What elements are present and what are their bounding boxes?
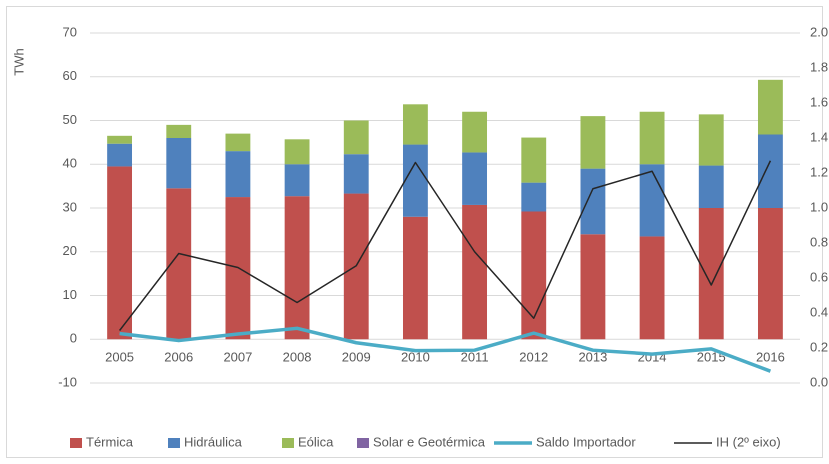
bar-segment	[166, 138, 192, 189]
legend-swatch	[70, 438, 82, 448]
x-tick-label: 2013	[578, 350, 607, 365]
bar-segment	[107, 143, 133, 167]
bar-segment	[166, 124, 192, 138]
bar-segment	[757, 134, 783, 208]
bar-segment	[343, 120, 369, 155]
bar-segment	[757, 79, 783, 135]
bar-segment	[343, 154, 369, 194]
bar-segment	[284, 196, 310, 340]
bar-segment	[462, 204, 488, 340]
y2-tick-label: 0.2	[810, 339, 828, 354]
legend-swatch	[282, 438, 294, 448]
y-axis-title: TWh	[11, 48, 26, 75]
x-tick-label: 2016	[756, 350, 785, 365]
y-tick-label: 10	[63, 287, 77, 302]
bar-segment	[639, 164, 665, 237]
x-tick-label: 2010	[401, 350, 430, 365]
y-tick-label: 20	[63, 243, 77, 258]
y-tick-label: -10	[58, 374, 77, 389]
y-tick-label: 30	[63, 199, 77, 214]
bar-segment	[284, 139, 310, 165]
bar-segment	[225, 151, 251, 198]
line-series	[118, 160, 772, 331]
y2-tick-label: 1.8	[810, 59, 828, 74]
y2-tick-label: 1.6	[810, 94, 828, 109]
bar-segment	[757, 208, 783, 340]
x-tick-label: 2012	[519, 350, 548, 365]
bar-segment	[402, 144, 428, 217]
y2-tick-label: 2.0	[810, 24, 828, 39]
y2-tick-label: 0.4	[810, 304, 828, 319]
bar-segment	[402, 216, 428, 340]
bar-segment	[639, 111, 665, 165]
x-tick-label: 2009	[342, 350, 371, 365]
bar-segment	[639, 236, 665, 340]
x-tick-label: 2008	[283, 350, 312, 365]
bar-segment	[521, 137, 547, 183]
bar-segment	[580, 116, 606, 169]
bar-segment	[580, 234, 606, 340]
legend-label: Solar e Geotérmica	[373, 434, 486, 449]
bar-segment	[107, 166, 133, 340]
bar-segment	[580, 168, 606, 235]
bar-segment	[698, 114, 724, 166]
line-series	[119, 326, 772, 373]
bar-segment	[225, 133, 251, 152]
legend-label: Térmica	[86, 434, 134, 449]
bar-segment	[107, 135, 133, 144]
y2-tick-label: 1.2	[810, 164, 828, 179]
x-tick-label: 2006	[164, 350, 193, 365]
bar-segment	[402, 104, 428, 145]
legend-label: Saldo Importador	[536, 434, 636, 449]
y2-tick-label: 1.0	[810, 199, 828, 214]
bar-segment	[698, 208, 724, 340]
y2-tick-label: 0.6	[810, 269, 828, 284]
legend-label: Hidráulica	[184, 434, 243, 449]
x-tick-label: 2005	[105, 350, 134, 365]
legend-swatch	[168, 438, 180, 448]
x-tick-label: 2011	[461, 350, 489, 365]
legend-label: Eólica	[298, 434, 334, 449]
y-tick-label: 50	[63, 112, 77, 127]
y-tick-label: 40	[63, 156, 77, 171]
y-tick-label: 0	[70, 331, 77, 346]
y2-tick-label: 1.4	[810, 129, 828, 144]
bar-segment	[284, 164, 310, 197]
y-tick-label: 70	[63, 24, 77, 39]
legend-swatch	[357, 438, 369, 448]
legend-label: IH (2º eixo)	[716, 434, 781, 449]
x-tick-label: 2007	[223, 350, 252, 365]
bar-segment	[462, 152, 488, 205]
bar-segment	[521, 182, 547, 212]
y2-tick-label: 0.0	[810, 374, 828, 389]
bar-segment	[698, 165, 724, 208]
bar-segment	[521, 211, 547, 340]
bar-segment	[462, 111, 488, 153]
y2-tick-label: 0.8	[810, 234, 828, 249]
y-tick-label: 60	[63, 68, 77, 83]
